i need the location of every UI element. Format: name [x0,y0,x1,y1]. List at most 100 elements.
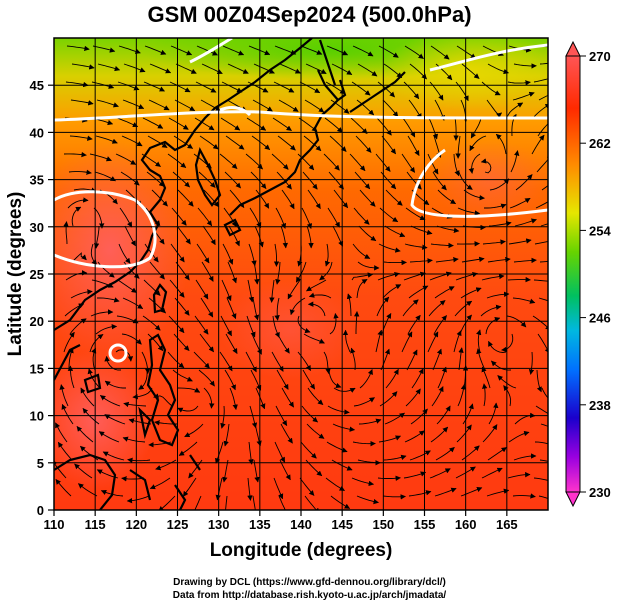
wind-streamline [301,405,319,423]
x-tick-label: 120 [125,517,147,532]
wind-streamline [281,189,295,210]
wind-streamline [169,81,191,93]
wind-streamline [328,171,344,190]
wind-streamline [427,331,439,353]
wind-streamline [327,405,350,415]
wind-streamline [149,477,171,490]
colorbar-ticks: 270 262 254 246 238 230 [580,49,611,500]
wind-streamline [462,403,474,425]
wind-streamline [332,423,356,432]
wind-streamline [540,223,548,227]
wind-streamline [304,495,320,510]
wind-streamline [127,457,151,464]
wind-streamline [68,169,92,175]
wind-streamline [182,477,197,497]
wind-streamline [510,150,520,173]
wind-streamline [277,135,296,151]
wind-streamline [117,279,137,293]
wind-streamline [406,171,422,190]
wind-streamline [404,243,428,250]
wind-streamline [376,296,390,317]
wind-streamline [349,153,366,172]
wind-streamline [538,495,548,500]
wind-streamline [253,459,260,483]
wind-streamline [430,426,449,443]
wind-streamline [353,397,375,407]
wind-streamline [487,447,507,461]
wind-streamline [177,405,199,413]
wind-streamline [253,261,260,285]
wind-streamline [486,291,510,299]
y-tick-label: 25 [30,267,44,282]
wind-streamline [77,483,98,497]
wind-streamline [170,45,193,56]
x-tick-label: 150 [372,517,394,532]
colorbar: 270 262 254 246 238 230 [565,40,611,508]
wind-streamline [410,225,433,235]
wind-streamline [352,45,374,57]
wind-streamline [303,333,325,344]
wind-streamline [302,171,318,190]
wind-streamline [409,258,433,264]
wind-streamline [538,94,548,101]
wind-streamline [329,312,339,335]
wind-streamline [196,45,218,56]
colorbar-tick-label: 230 [589,485,611,500]
wind-streamline [173,333,190,351]
wind-streamline [540,423,548,427]
wind-streamline [405,388,421,407]
wind-streamline [535,201,548,209]
wind-streamline [69,135,93,141]
wind-streamline [509,197,531,209]
wind-streamline [469,135,487,152]
wind-streamline [346,293,353,317]
wind-streamline [354,171,371,190]
wind-streamline [274,441,286,463]
wind-streamline [456,424,472,443]
x-tick-label: 125 [167,517,189,532]
wind-streamline [515,174,533,191]
wind-streamline [512,493,536,499]
wind-streamline [97,297,120,303]
wind-streamline [486,488,510,497]
wind-streamline [91,347,97,371]
wind-streamline [330,495,351,509]
wind-streamline [407,314,421,335]
wind-streamline [533,477,548,481]
colorbar-tick-label: 238 [589,398,611,413]
wind-streamline [377,475,401,481]
wind-streamline [342,329,351,353]
wind-streamline [325,477,345,491]
wind-streamline [428,300,446,317]
wind-streamline [246,117,267,131]
wind-streamline [357,63,378,77]
wind-streamline [435,257,459,263]
wind-streamline [90,309,114,317]
wind-streamline [222,45,245,56]
wind-streamline [488,402,499,425]
wind-streamline [404,45,424,59]
wind-streamline [95,324,118,335]
wind-streamline [123,63,146,73]
wind-streamline [278,99,299,112]
wind-streamline [255,387,266,410]
wind-streamline [351,477,375,487]
wind-streamline [155,459,177,471]
wind-streamline [512,91,535,101]
wind-streamline [253,63,275,74]
wind-streamline [513,453,537,461]
wind-streamline [507,471,531,479]
wind-streamline [508,238,532,245]
wind-streamline [147,135,168,148]
wind-streamline [70,99,94,106]
wind-streamline [93,225,100,249]
wind-streamline [514,218,537,227]
wind-streamline [537,118,548,137]
wind-streamline [176,225,191,245]
wind-streamline [121,333,142,345]
wind-streamline [458,171,473,190]
wind-streamline [215,477,223,501]
wind-streamline [281,387,294,408]
wind-streamline [97,63,121,72]
wind-streamline [199,135,219,150]
